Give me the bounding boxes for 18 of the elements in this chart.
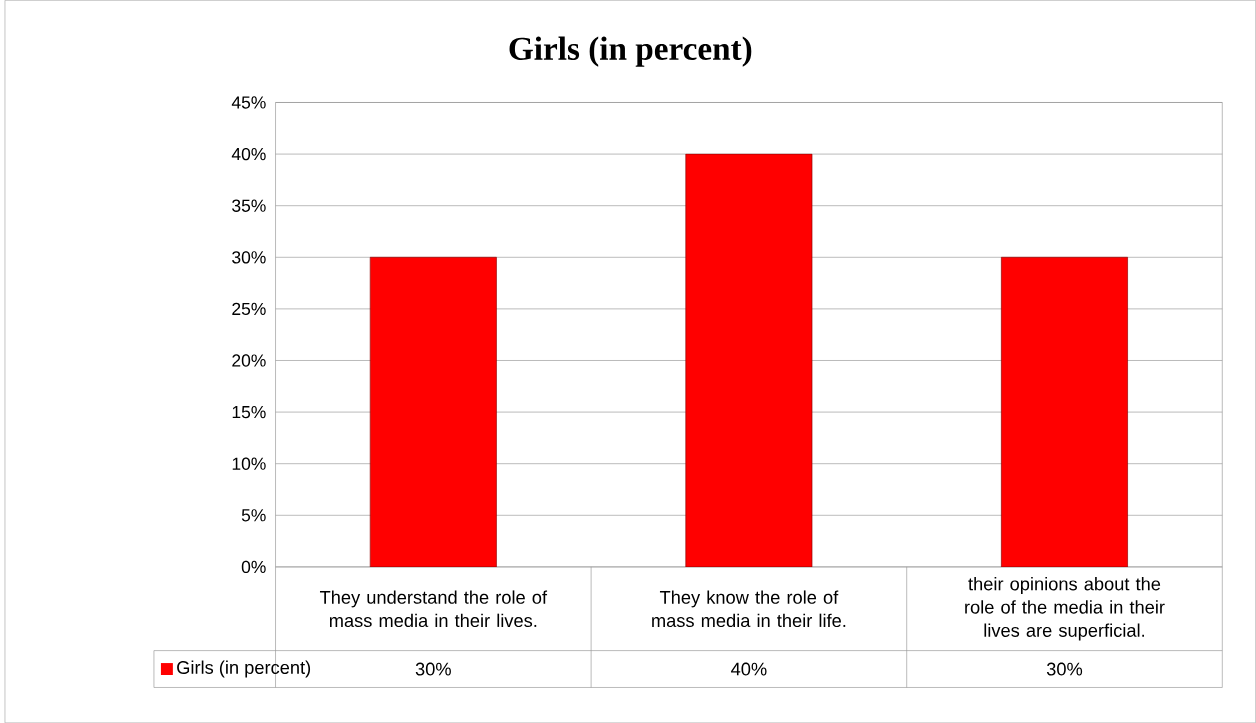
y-tick-label: 35% — [232, 199, 266, 212]
y-tick-label: 20% — [232, 354, 266, 367]
x-tick-label: They understand the role of mass media in their lives. — [319, 590, 548, 627]
y-tick-label: 5% — [241, 509, 266, 522]
y-tick-label: 30% — [232, 251, 266, 264]
data-label: 30% — [1046, 662, 1083, 676]
legend-label: Girls (in percent) — [177, 660, 311, 678]
x-tick-label: They know the role of mass media in their life. — [652, 590, 846, 627]
data-label: 30% — [415, 662, 451, 676]
y-tick-label: 10% — [232, 457, 266, 470]
x-tick-label: their opinions about the role of the media in their lives are superficial. — [965, 576, 1165, 641]
chart-title: Girls (in percent) — [509, 36, 752, 67]
y-tick-label: 25% — [232, 302, 266, 315]
y-tick-label: 45% — [231, 96, 266, 109]
y-tick-label: 40% — [231, 147, 266, 161]
y-tick-label: 0% — [241, 560, 266, 573]
data-label: 40% — [731, 662, 767, 676]
y-tick-label: 15% — [232, 405, 266, 419]
